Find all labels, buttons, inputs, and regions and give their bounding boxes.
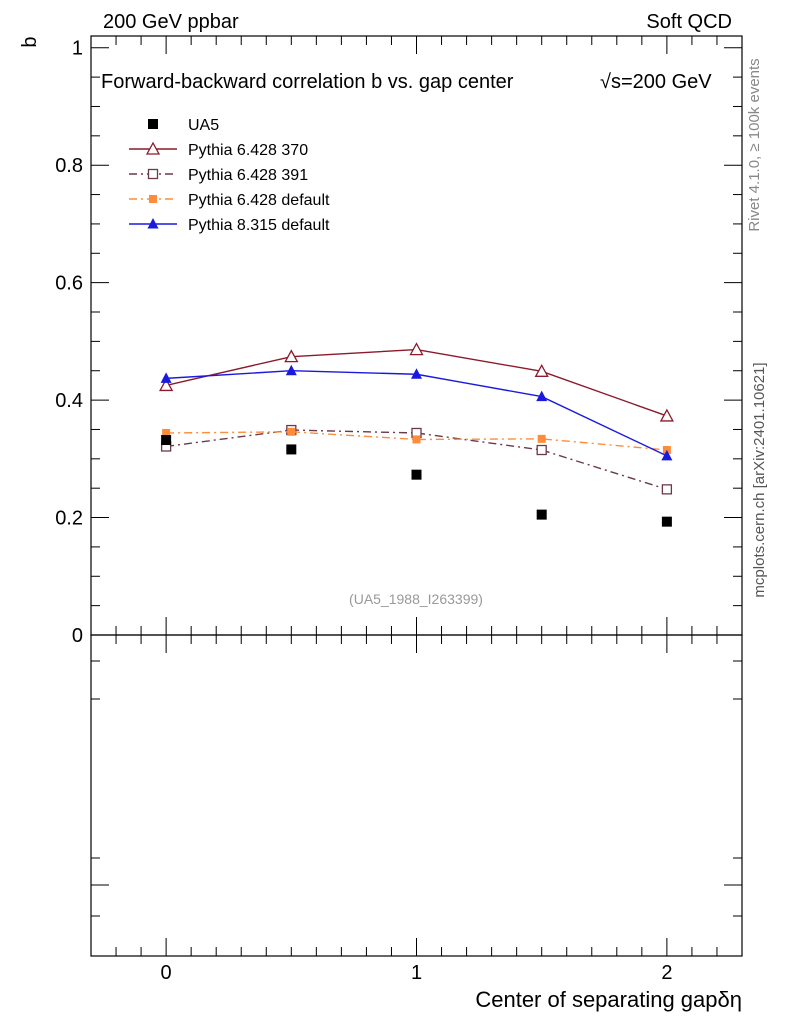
series-line-pythia-6-428-370 <box>165 348 668 417</box>
header-right: Soft QCD <box>646 11 732 33</box>
legend-item-pythia-8-315-default: Pythia 8.315 default <box>129 217 330 234</box>
data-point-pythia-6-428-default <box>287 427 296 436</box>
legend-label: Pythia 6.428 370 <box>188 142 308 159</box>
ratio-axis-ticks <box>91 660 742 917</box>
series-line-pythia-6-428-391 <box>166 429 668 491</box>
legend-marker <box>145 141 161 155</box>
legend-marker <box>147 168 159 180</box>
data-point-ua5 <box>161 435 172 446</box>
y-tick-label: 0.6 <box>55 273 83 295</box>
data-point-pythia-8-315-default <box>536 390 548 402</box>
y-tick-label: 1 <box>72 38 83 60</box>
x-tick-label: 0 <box>161 962 172 984</box>
data-point-pythia-6-428-370 <box>409 342 424 356</box>
data-point-pythia-6-428-370 <box>534 363 549 377</box>
header-left: 200 GeV ppbar <box>103 11 239 33</box>
legend-label: UA5 <box>188 117 219 134</box>
series-ua5 <box>161 435 672 527</box>
data-point-pythia-6-428-default <box>412 435 421 444</box>
legend-label: Pythia 8.315 default <box>188 217 330 234</box>
legend-label: Pythia 6.428 default <box>188 192 330 209</box>
mcplots-label: mcplots.cern.ch [arXiv:2401.10621] <box>751 362 768 597</box>
series-pythia-6-428-370 <box>159 342 674 422</box>
reference-tag: (UA5_1988_I263399) <box>349 591 483 607</box>
series-pythia-8-315-default <box>160 364 673 461</box>
x-tick-label: 1 <box>411 962 422 984</box>
data-point-pythia-6-428-default <box>537 434 546 443</box>
legend-label: Pythia 6.428 391 <box>188 167 308 184</box>
data-point-pythia-8-315-default <box>411 368 422 379</box>
x-axis-label: Center of separating gapδη <box>475 987 742 1012</box>
chart-title: Forward-backward correlation b vs. gap c… <box>101 71 712 93</box>
data-point-pythia-6-428-default <box>162 428 171 437</box>
y-axis-label: b <box>19 36 41 47</box>
legend-marker <box>147 218 159 229</box>
legend: UA5 Pythia 6.428 370 Pythia 6.428 391 Pythi… <box>129 117 330 234</box>
legend-item-pythia-6-428-default: Pythia 6.428 default <box>129 192 330 209</box>
rivet-label: Rivet 4.1.0, ≥ 100k events <box>746 58 763 231</box>
legend-marker <box>149 195 157 203</box>
y-tick-label: 0.2 <box>55 508 83 530</box>
data-point-ua5 <box>661 516 672 527</box>
y-axis-ticks: 0 0.2 0.4 0.6 0.8 1 <box>55 38 742 647</box>
data-point-pythia-8-315-default <box>661 449 673 461</box>
x-tick-label: 2 <box>661 962 672 984</box>
legend-marker <box>148 119 158 129</box>
ratio-plot-frame <box>90 634 743 957</box>
legend-item-ua5: UA5 <box>148 117 219 134</box>
data-point-ua5 <box>411 469 422 480</box>
x-axis-ticks: 0 1 2 <box>115 36 718 984</box>
legend-item-pythia-6-428-391: Pythia 6.428 391 <box>129 167 308 184</box>
legend-item-pythia-6-428-370: Pythia 6.428 370 <box>129 141 308 159</box>
y-tick-label: 0.4 <box>55 390 83 412</box>
y-tick-label: 0 <box>72 625 83 647</box>
data-point-pythia-6-428-391 <box>661 484 673 495</box>
y-tick-label: 0.8 <box>55 155 83 177</box>
series-layer <box>159 342 674 527</box>
data-point-pythia-8-315-default <box>160 372 172 383</box>
data-point-pythia-6-428-370 <box>284 349 299 363</box>
data-point-pythia-6-428-391 <box>536 444 547 456</box>
data-point-pythia-8-315-default <box>285 364 297 376</box>
series-line-pythia-6-428-default <box>166 431 667 451</box>
data-point-pythia-6-428-370 <box>159 378 174 392</box>
data-point-ua5 <box>536 509 547 520</box>
data-point-pythia-6-428-370 <box>659 408 674 422</box>
data-point-ua5 <box>286 444 297 455</box>
